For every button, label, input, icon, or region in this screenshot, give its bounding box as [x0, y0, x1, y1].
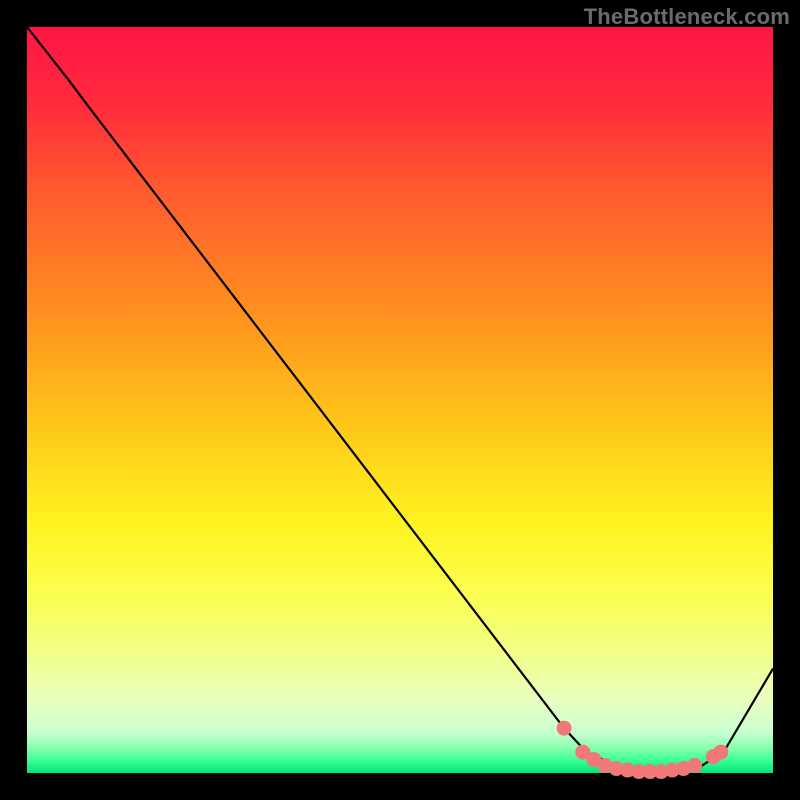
curve-marker: [687, 758, 702, 773]
watermark-text: TheBottleneck.com: [584, 4, 790, 30]
chart-stage: TheBottleneck.com: [0, 0, 800, 800]
plot-background: [27, 27, 773, 773]
curve-marker: [557, 721, 572, 736]
curve-marker: [713, 745, 728, 760]
chart-svg: [0, 0, 800, 800]
